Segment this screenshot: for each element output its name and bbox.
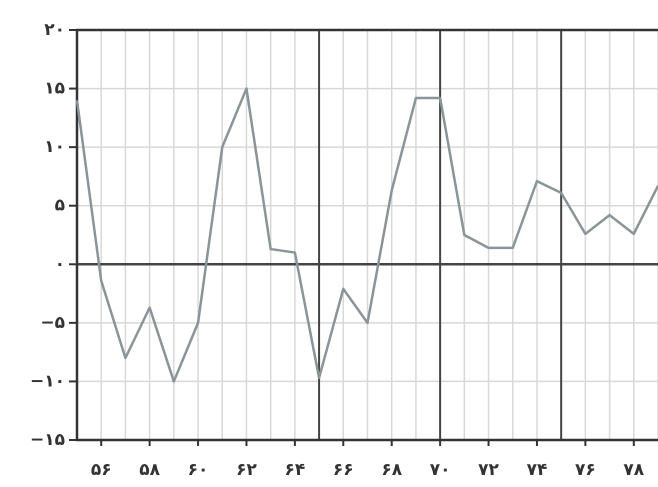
y-tick-label: ۲۰ [44,20,65,40]
y-tick-label: −۱۵ [30,430,65,450]
plot-frame [75,28,658,442]
y-tick-label: −۵ [40,313,65,333]
y-tick-label: ۱۰ [44,137,65,157]
x-tick-label: ۶۲ [236,460,257,480]
x-tick-label: ۷۴ [527,460,548,480]
y-tick-label: ۱۵ [44,79,65,99]
x-tick-label: ۶۰ [188,460,209,480]
x-tick-label: ۶۶ [333,460,354,480]
x-tick-label: ۷۸ [623,460,644,480]
x-tick-label: ۷۰ [430,460,451,480]
y-tick-label: −۱۰ [30,371,65,391]
y-tick-label: ۵ [55,196,65,216]
x-tick-label: ۵۸ [139,460,160,480]
y-tick-label: ۰ [55,254,65,274]
x-tick-label: ۵۶ [91,460,112,480]
x-tick-label: ۷۲ [478,460,499,480]
x-tick-label: ۷۶ [575,460,596,480]
x-tick-label: ۶۴ [284,460,305,480]
x-tick-label: ۶۸ [381,460,402,480]
data-line [75,87,658,383]
